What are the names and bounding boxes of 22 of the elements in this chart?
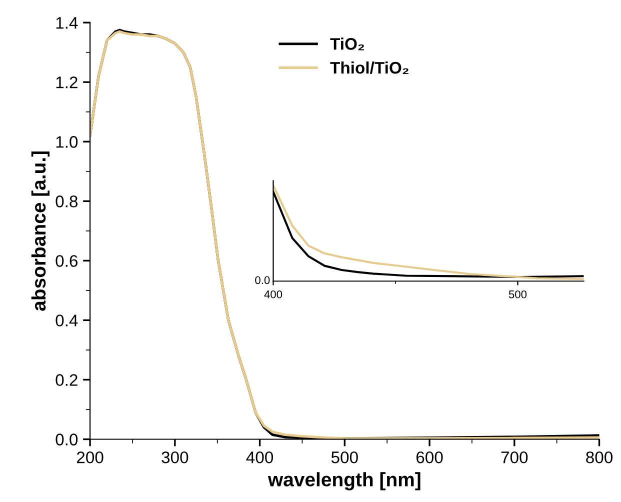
y-tick-label: 0.0 [56,434,78,446]
y-tick-label: 0.2 [56,374,78,386]
y-axis-title: absorbance [a.u.] [31,152,50,311]
x-tick-label: 600 [416,451,443,464]
x-tick-label: 400 [246,451,274,464]
y-tick-label: 0.6 [56,255,78,267]
x-tick-label: 700 [501,451,528,464]
y-tick-label: 0.8 [56,196,78,208]
y-tick-label: 0.4 [56,314,78,326]
y-tick-label: 1.0 [56,136,78,148]
y-tick-label: 1.2 [56,76,78,88]
x-tick-label: 300 [162,451,188,464]
legend-label: Thiol/TiO₂ [330,61,408,74]
x-tick-label: 800 [586,451,613,464]
x-tick-label: 400 [264,290,282,298]
x-tick-label: 500 [508,290,527,298]
legend-label: TiO₂ [330,38,364,50]
annotation: 0.0 [255,276,270,284]
y-tick-label: 1.4 [56,17,78,29]
x-axis-title: wavelength [nm] [268,472,420,490]
x-tick-label: 200 [76,451,104,464]
x-tick-label: 500 [331,451,358,464]
